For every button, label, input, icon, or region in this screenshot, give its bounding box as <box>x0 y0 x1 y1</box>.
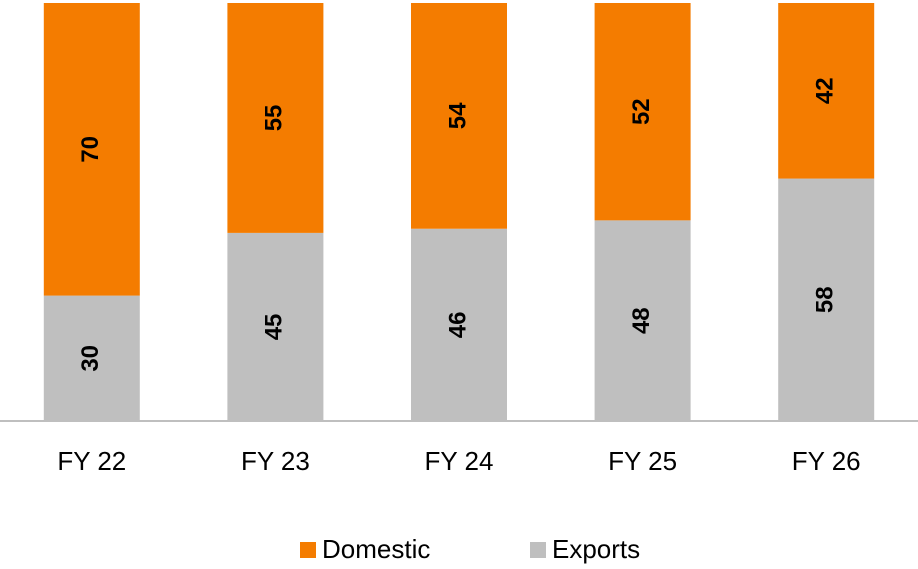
data-label: 42 <box>812 77 839 104</box>
legend-swatch <box>530 542 546 558</box>
bar-segment <box>778 3 875 179</box>
data-label: 46 <box>444 312 471 339</box>
bar-segment <box>43 295 140 421</box>
x-tick-label: FY 24 <box>425 446 494 476</box>
legend-label: Domestic <box>322 534 430 564</box>
x-tick-label: FY 25 <box>608 446 677 476</box>
bar-segment <box>227 232 324 421</box>
x-tick-label: FY 23 <box>241 446 310 476</box>
legend-swatch <box>300 542 316 558</box>
bar-segment <box>411 3 507 229</box>
data-label: 58 <box>812 286 839 313</box>
bar-segment <box>594 220 691 421</box>
bar-segment <box>43 3 140 296</box>
bar-segment <box>594 3 691 221</box>
data-label: 45 <box>261 314 288 341</box>
x-tick-label: FY 26 <box>792 446 861 476</box>
data-label: 30 <box>77 345 104 372</box>
data-label: 54 <box>444 102 471 129</box>
data-label: 52 <box>628 98 655 125</box>
x-tick-label: FY 22 <box>57 446 126 476</box>
bar-segment <box>227 3 324 233</box>
data-label: 55 <box>261 105 288 132</box>
legend-label: Exports <box>552 534 640 564</box>
bar-segment <box>411 228 507 421</box>
data-label: 70 <box>77 136 104 163</box>
bar-segment <box>778 178 875 421</box>
data-label: 48 <box>628 307 655 334</box>
